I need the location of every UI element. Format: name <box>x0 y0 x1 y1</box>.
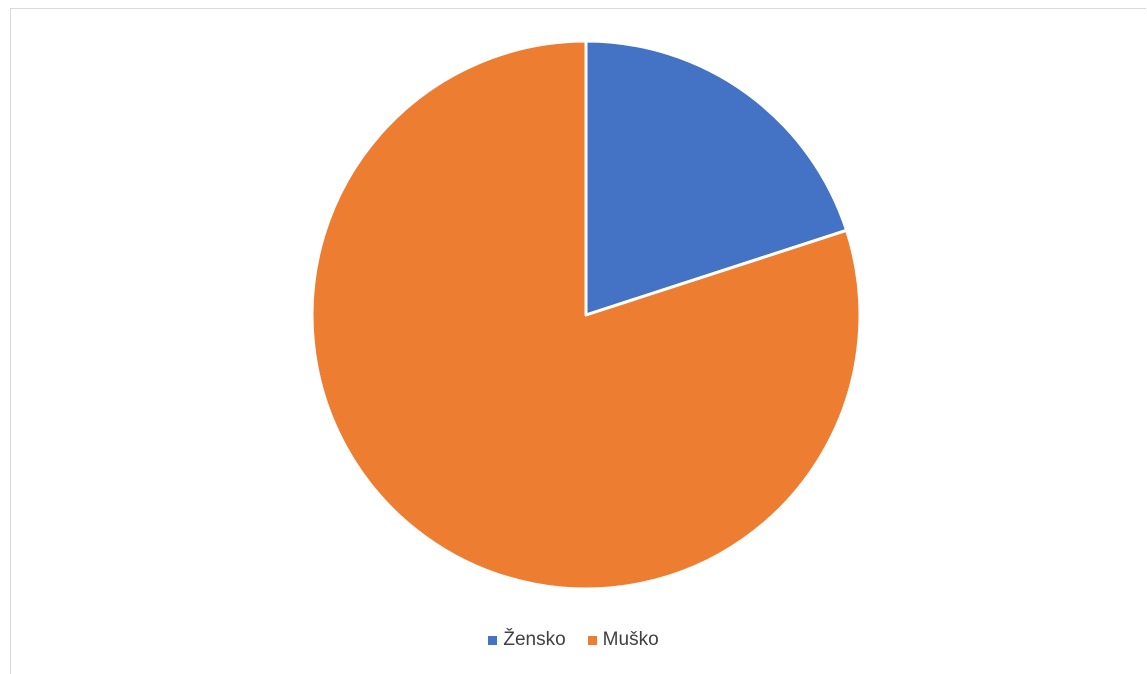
legend-label-zensko: Žensko <box>503 629 566 650</box>
legend-swatch-zensko <box>488 635 498 645</box>
pie-slices <box>310 39 862 591</box>
legend-item-musko: Muško <box>587 629 659 651</box>
legend-item-zensko: Žensko <box>488 629 566 651</box>
legend: Žensko Muško <box>0 629 1147 651</box>
pie-slice-musko <box>310 39 862 591</box>
pie-slice-zensko <box>584 39 849 317</box>
legend-swatch-musko <box>587 635 597 645</box>
legend-label-musko: Muško <box>602 629 659 650</box>
